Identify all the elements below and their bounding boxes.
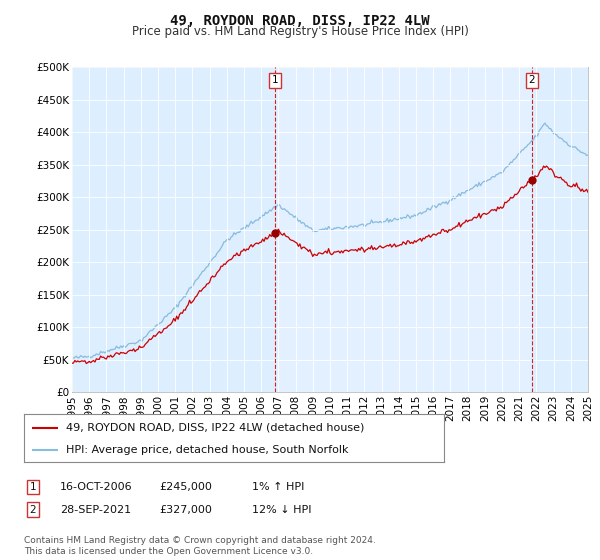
Text: 16-OCT-2006: 16-OCT-2006 [60,482,133,492]
Text: 1% ↑ HPI: 1% ↑ HPI [252,482,304,492]
Text: 49, ROYDON ROAD, DISS, IP22 4LW: 49, ROYDON ROAD, DISS, IP22 4LW [170,14,430,28]
Text: £245,000: £245,000 [159,482,212,492]
Text: HPI: Average price, detached house, South Norfolk: HPI: Average price, detached house, Sout… [66,445,349,455]
Text: Price paid vs. HM Land Registry's House Price Index (HPI): Price paid vs. HM Land Registry's House … [131,25,469,38]
Text: Contains HM Land Registry data © Crown copyright and database right 2024.
This d: Contains HM Land Registry data © Crown c… [24,536,376,556]
Text: 1: 1 [271,75,278,85]
Text: 2: 2 [29,505,37,515]
Text: 12% ↓ HPI: 12% ↓ HPI [252,505,311,515]
Text: 28-SEP-2021: 28-SEP-2021 [60,505,131,515]
Text: £327,000: £327,000 [159,505,212,515]
Text: 49, ROYDON ROAD, DISS, IP22 4LW (detached house): 49, ROYDON ROAD, DISS, IP22 4LW (detache… [66,423,364,433]
Text: 1: 1 [29,482,37,492]
Bar [275,67,532,392]
Text: 2: 2 [529,75,535,85]
